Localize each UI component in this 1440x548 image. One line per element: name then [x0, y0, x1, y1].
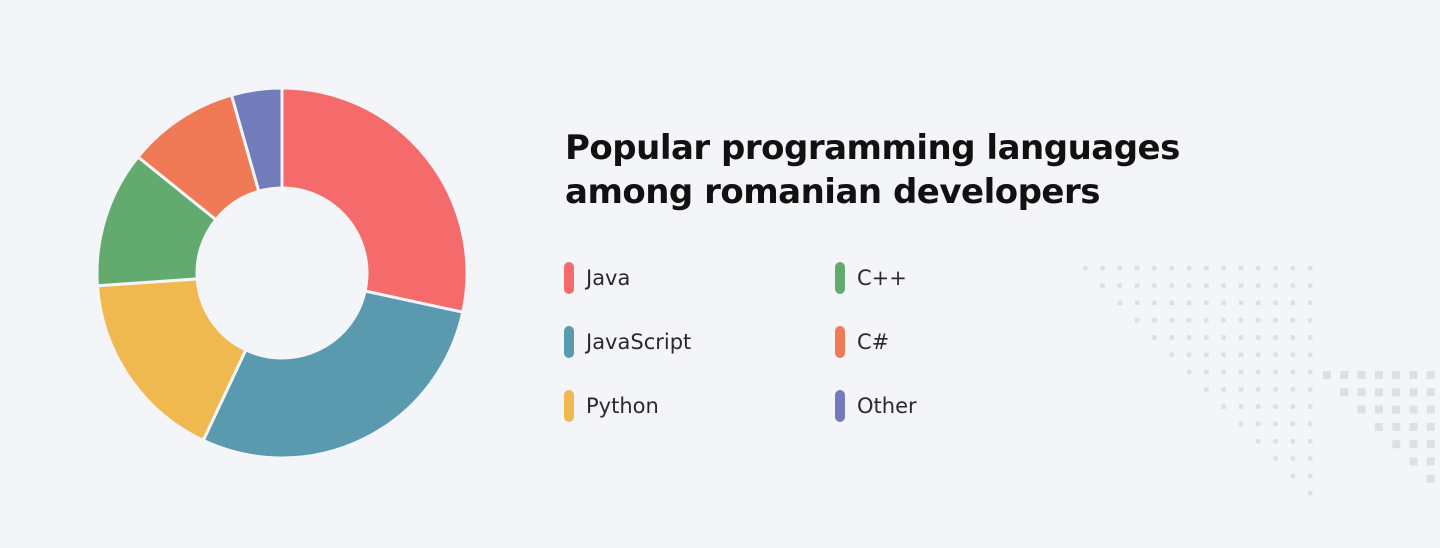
legend-swatch-icon [835, 390, 845, 422]
chart-title: Popular programming languages among roma… [565, 126, 1205, 214]
donut-chart [96, 87, 468, 459]
legend-swatch-icon [564, 326, 574, 358]
legend-item-java[interactable]: Java [564, 262, 835, 294]
legend: Java JavaScript Python C++ C# Other [564, 262, 984, 454]
legend-item-csharp[interactable]: C# [835, 326, 1035, 358]
title-line-2: among romanian developers [565, 172, 1101, 212]
legend-swatch-icon [835, 326, 845, 358]
legend-swatch-icon [564, 390, 574, 422]
donut-slice-python[interactable] [96, 277, 248, 443]
legend-item-cpp[interactable]: C++ [835, 262, 1035, 294]
legend-swatch-icon [564, 262, 574, 294]
legend-item-python[interactable]: Python [564, 390, 835, 422]
title-line-1: Popular programming languages [565, 128, 1180, 168]
legend-swatch-icon [835, 262, 845, 294]
donut-slice-javascript[interactable] [201, 289, 465, 459]
donut-slice-other[interactable] [229, 87, 284, 194]
legend-item-other[interactable]: Other [835, 390, 1035, 422]
legend-item-javascript[interactable]: JavaScript [564, 326, 835, 358]
donut-slice-java[interactable] [280, 87, 468, 315]
